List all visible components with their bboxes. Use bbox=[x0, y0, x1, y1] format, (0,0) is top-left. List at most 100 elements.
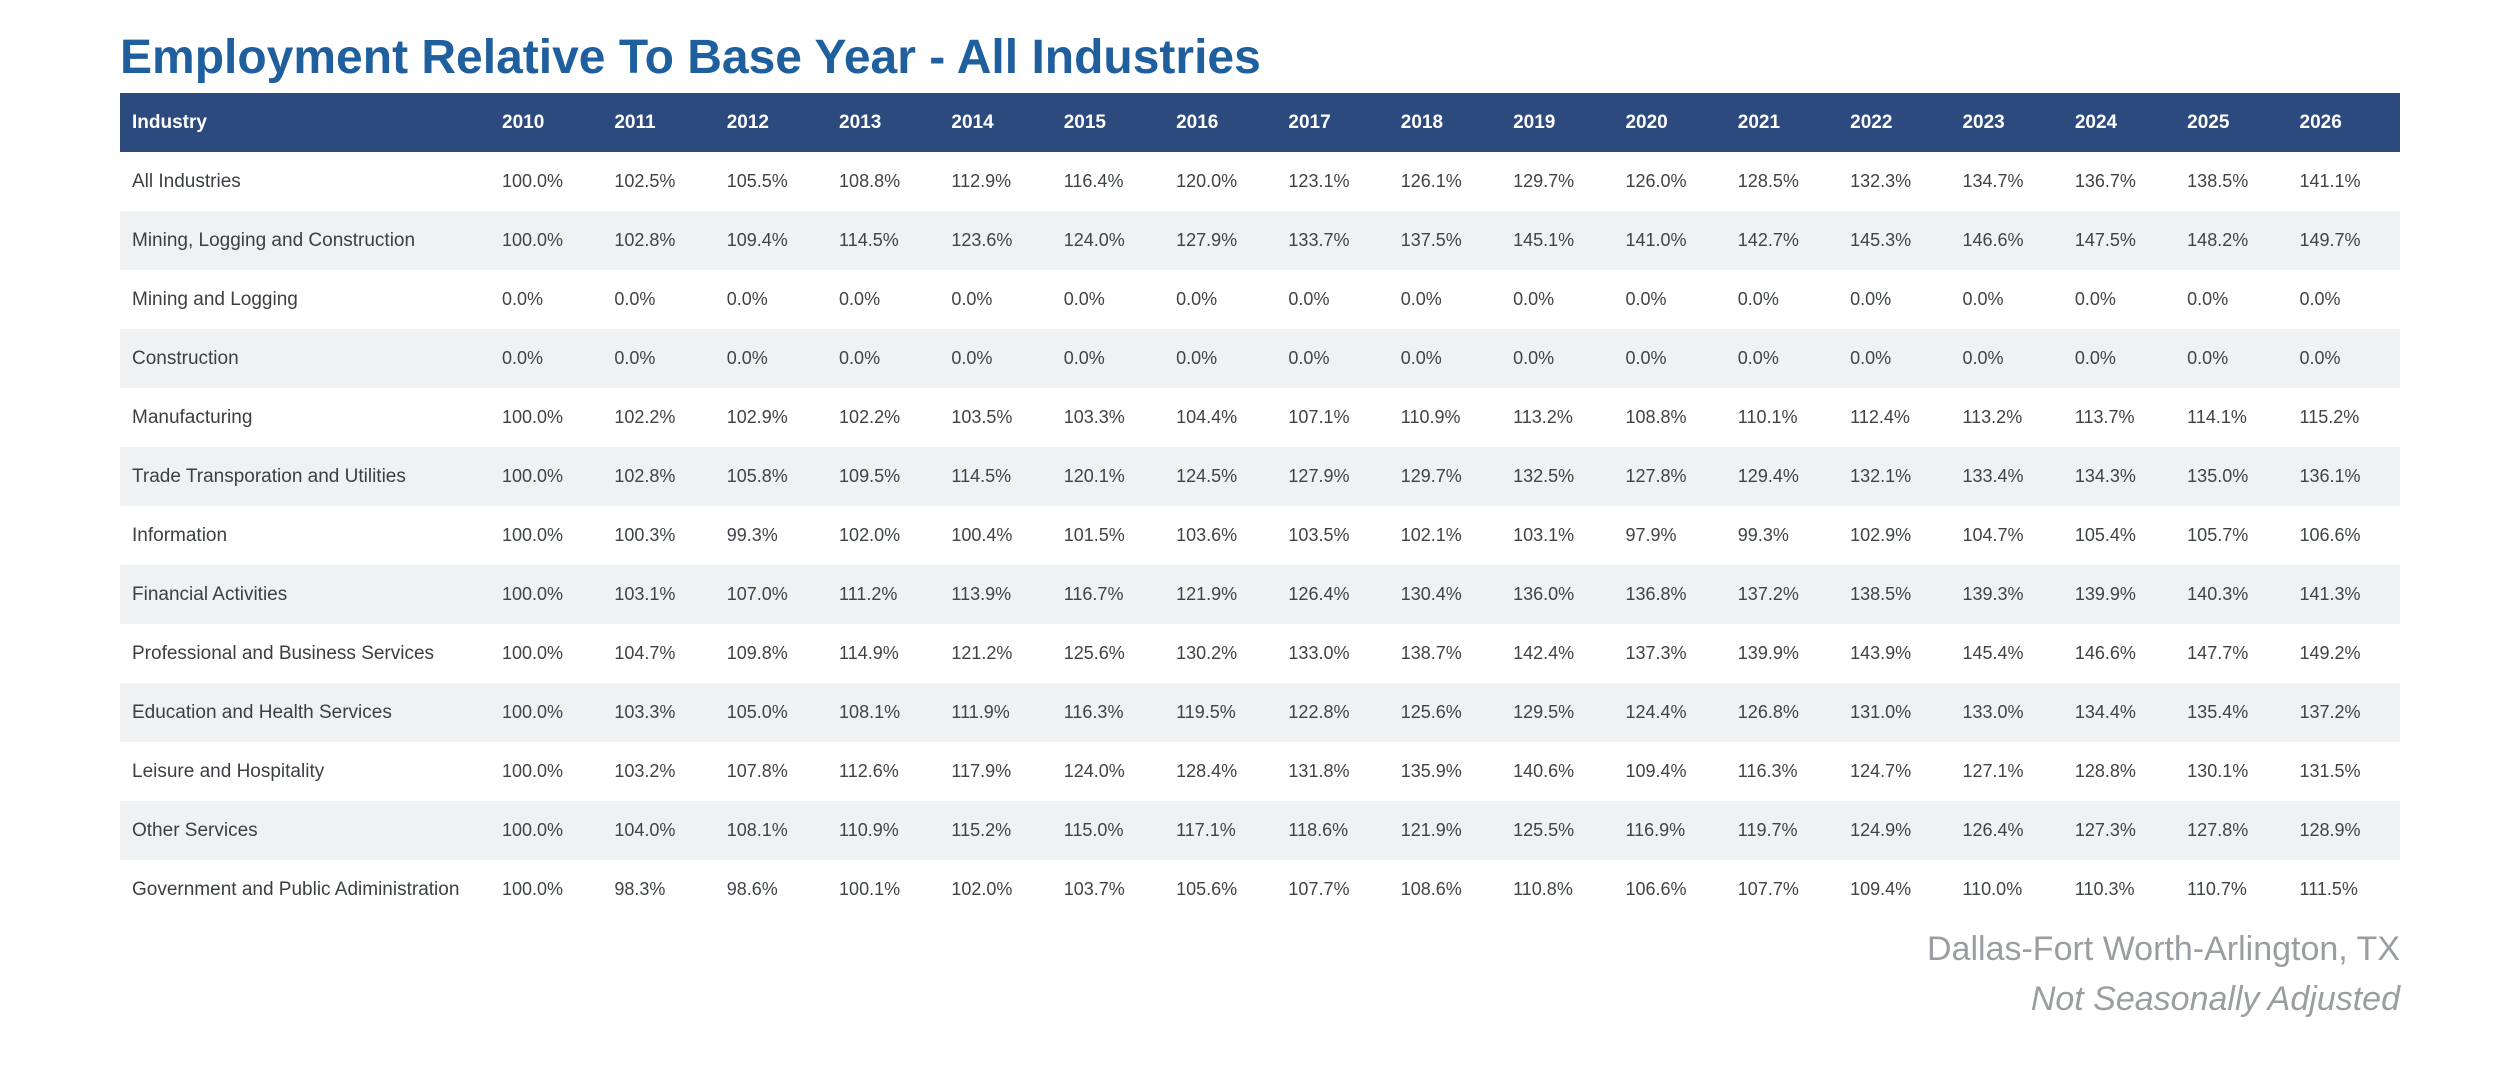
value-cell: 100.3% bbox=[614, 525, 676, 545]
value-cell: 0.0% bbox=[1513, 348, 1555, 368]
value-cell: 148.2% bbox=[2187, 230, 2249, 250]
value-cell: 116.9% bbox=[1625, 820, 1686, 840]
value-cell: 0.0% bbox=[726, 348, 768, 368]
value-cell: 115.0% bbox=[1063, 820, 1124, 840]
value-cell: 98.3% bbox=[614, 879, 666, 899]
value-cell: 114.5% bbox=[839, 230, 899, 250]
value-cell: 141.1% bbox=[2299, 171, 2361, 191]
value-cell: 107.8% bbox=[726, 761, 788, 781]
value-cell: 125.5% bbox=[1513, 820, 1575, 840]
value-cell: 0.0% bbox=[614, 289, 656, 309]
value-cell: 0.0% bbox=[1962, 289, 2004, 309]
table-row: Mining, Logging and Construction 100.0% 10… bbox=[120, 211, 2400, 270]
value-cell: 102.2% bbox=[614, 407, 676, 427]
value-cell: 100.0% bbox=[502, 761, 564, 781]
value-cell: 103.5% bbox=[951, 407, 1013, 427]
value-cell: 127.1% bbox=[1962, 761, 2024, 781]
value-cell: 0.0% bbox=[1962, 348, 2004, 368]
value-cell: 100.4% bbox=[951, 525, 1013, 545]
value-cell: 117.1% bbox=[1176, 820, 1236, 840]
value-cell: 110.1% bbox=[1737, 407, 1798, 427]
value-cell: 127.9% bbox=[1288, 466, 1350, 486]
value-cell: 132.5% bbox=[1513, 466, 1575, 486]
value-cell: 120.0% bbox=[1176, 171, 1238, 191]
value-cell: 0.0% bbox=[1737, 289, 1779, 309]
value-cell: 109.4% bbox=[726, 230, 788, 250]
value-cell: 102.8% bbox=[614, 466, 676, 486]
value-cell: 111.2% bbox=[839, 584, 898, 604]
value-cell: 130.2% bbox=[1176, 643, 1238, 663]
value-cell: 103.2% bbox=[614, 761, 676, 781]
value-cell: 0.0% bbox=[1063, 289, 1105, 309]
column-header-year: 2016 bbox=[1176, 111, 1219, 133]
column-header-year: 2017 bbox=[1288, 111, 1331, 133]
value-cell: 98.6% bbox=[726, 879, 778, 899]
value-cell: 119.5% bbox=[1176, 702, 1236, 722]
value-cell: 117.9% bbox=[951, 761, 1012, 781]
column-header-year: 2026 bbox=[2299, 111, 2342, 133]
column-header-year: 2019 bbox=[1513, 111, 1556, 133]
value-cell: 110.3% bbox=[2074, 879, 2135, 899]
column-header-year: 2010 bbox=[502, 111, 545, 133]
value-cell: 109.4% bbox=[1625, 761, 1687, 781]
value-cell: 149.7% bbox=[2299, 230, 2361, 250]
value-cell: 102.2% bbox=[839, 407, 901, 427]
column-header-year: 2022 bbox=[1850, 111, 1893, 133]
value-cell: 134.7% bbox=[1962, 171, 2024, 191]
value-cell: 116.3% bbox=[1063, 702, 1124, 722]
value-cell: 114.5% bbox=[951, 466, 1012, 486]
value-cell: 0.0% bbox=[614, 348, 656, 368]
value-cell: 114.1% bbox=[2187, 407, 2247, 427]
table-row: Financial Activities 100.0% 103.1% 107.0% 11… bbox=[120, 565, 2400, 624]
value-cell: 99.3% bbox=[1737, 525, 1789, 545]
value-cell: 130.4% bbox=[1400, 584, 1462, 604]
value-cell: 136.8% bbox=[1625, 584, 1687, 604]
column-header-industry: Industry bbox=[132, 111, 207, 133]
value-cell: 103.1% bbox=[1513, 525, 1575, 545]
value-cell: 128.8% bbox=[2074, 761, 2136, 781]
value-cell: 100.0% bbox=[502, 407, 564, 427]
value-cell: 100.0% bbox=[502, 643, 564, 663]
value-cell: 0.0% bbox=[951, 289, 993, 309]
value-cell: 97.9% bbox=[1625, 525, 1677, 545]
value-cell: 110.9% bbox=[1400, 407, 1461, 427]
value-cell: 113.2% bbox=[1962, 407, 2023, 427]
value-cell: 133.0% bbox=[1288, 643, 1350, 663]
value-cell: 142.7% bbox=[1737, 230, 1799, 250]
column-header-year: 2014 bbox=[951, 111, 994, 133]
value-cell: 103.6% bbox=[1176, 525, 1238, 545]
value-cell: 121.2% bbox=[951, 643, 1013, 663]
value-cell: 105.6% bbox=[1176, 879, 1238, 899]
value-cell: 104.7% bbox=[1962, 525, 2024, 545]
value-cell: 0.0% bbox=[1400, 289, 1442, 309]
value-cell: 124.7% bbox=[1850, 761, 1912, 781]
value-cell: 137.3% bbox=[1625, 643, 1687, 663]
value-cell: 128.5% bbox=[1737, 171, 1799, 191]
value-cell: 129.7% bbox=[1513, 171, 1575, 191]
value-cell: 0.0% bbox=[1625, 348, 1667, 368]
value-cell: 112.9% bbox=[951, 171, 1012, 191]
value-cell: 116.4% bbox=[1063, 171, 1124, 191]
value-cell: 100.0% bbox=[502, 230, 564, 250]
value-cell: 105.5% bbox=[726, 171, 788, 191]
table-row: Construction 0.0% 0.0% 0.0% 0.0% 0.0% 0.0% 0.0%… bbox=[120, 329, 2400, 388]
value-cell: 0.0% bbox=[2187, 289, 2229, 309]
value-cell: 125.6% bbox=[1400, 702, 1462, 722]
table-row: Mining and Logging 0.0% 0.0% 0.0% 0.0% 0.0% 0.… bbox=[120, 270, 2400, 329]
value-cell: 119.7% bbox=[1737, 820, 1798, 840]
table-row: Government and Public Adiministration 100… bbox=[120, 860, 2400, 919]
value-cell: 145.3% bbox=[1850, 230, 1912, 250]
value-cell: 125.6% bbox=[1063, 643, 1125, 663]
industry-cell: Mining and Logging bbox=[132, 288, 298, 310]
value-cell: 130.1% bbox=[2187, 761, 2249, 781]
column-header-year: 2025 bbox=[2187, 111, 2230, 133]
value-cell: 137.5% bbox=[1400, 230, 1462, 250]
value-cell: 100.0% bbox=[502, 879, 564, 899]
value-cell: 127.9% bbox=[1176, 230, 1238, 250]
value-cell: 141.3% bbox=[2299, 584, 2361, 604]
value-cell: 132.1% bbox=[1850, 466, 1912, 486]
column-header-year: 2021 bbox=[1737, 111, 1781, 133]
value-cell: 0.0% bbox=[1288, 348, 1330, 368]
value-cell: 108.1% bbox=[839, 702, 901, 722]
value-cell: 123.6% bbox=[951, 230, 1013, 250]
